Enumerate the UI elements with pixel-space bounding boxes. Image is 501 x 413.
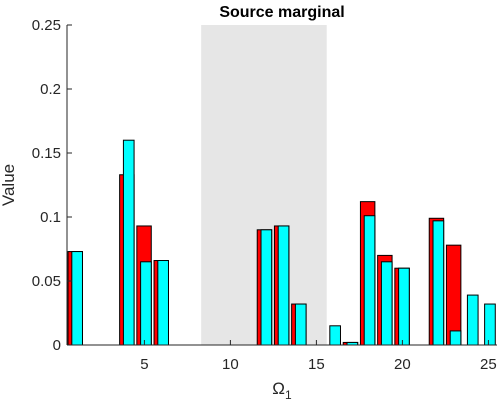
- x-axis-label-subscript: 1: [285, 388, 292, 402]
- bar-series2-x25: [484, 303, 496, 346]
- x-tick-label: 25: [480, 356, 497, 373]
- bar-series2-x22: [432, 220, 445, 346]
- bar-series2-x13: [277, 225, 290, 346]
- bar-series1-x23: [445, 244, 462, 346]
- bar-series2-x20: [398, 267, 410, 346]
- bar-series2-x23: [449, 330, 462, 346]
- bar-series2-x19: [380, 261, 393, 346]
- x-tick-label: 15: [308, 356, 325, 373]
- bar-series2-x18: [363, 215, 376, 346]
- bar-series2-x12: [260, 229, 273, 346]
- y-tick-label: 0: [53, 337, 61, 354]
- y-tick-label: 0.25: [32, 17, 61, 34]
- bars-group: [67, 139, 496, 346]
- y-tick-label: 0.05: [32, 273, 61, 290]
- x-tick-label: 5: [140, 356, 148, 373]
- axes-group: [66, 25, 497, 346]
- bar-series2-x16: [329, 325, 341, 346]
- bar-series2-x14: [294, 303, 307, 346]
- bar-series2-x5: [140, 261, 152, 346]
- x-ticks-group: 5 10 15 20 25: [140, 340, 497, 373]
- x-tick-label: 10: [222, 356, 239, 373]
- x-axis-label: Ω1: [272, 379, 292, 402]
- bar-series2-x6: [157, 260, 169, 346]
- bar-series2-x1: [71, 251, 83, 346]
- y-tick-label: 0.1: [40, 209, 61, 226]
- y-tick-label: 0.15: [32, 145, 61, 162]
- y-ticks-group: 0 0.05 0.1 0.15 0.2 0.25: [32, 17, 72, 354]
- bar-series2-x4: [122, 139, 135, 346]
- y-axis-label: Value: [0, 164, 18, 206]
- x-tick-label: 20: [394, 356, 411, 373]
- x-axis-label-main: Ω: [272, 379, 285, 398]
- y-tick-label: 0.2: [40, 81, 61, 98]
- bar-series2-x24: [466, 294, 479, 346]
- chart-title: Source marginal: [219, 4, 344, 21]
